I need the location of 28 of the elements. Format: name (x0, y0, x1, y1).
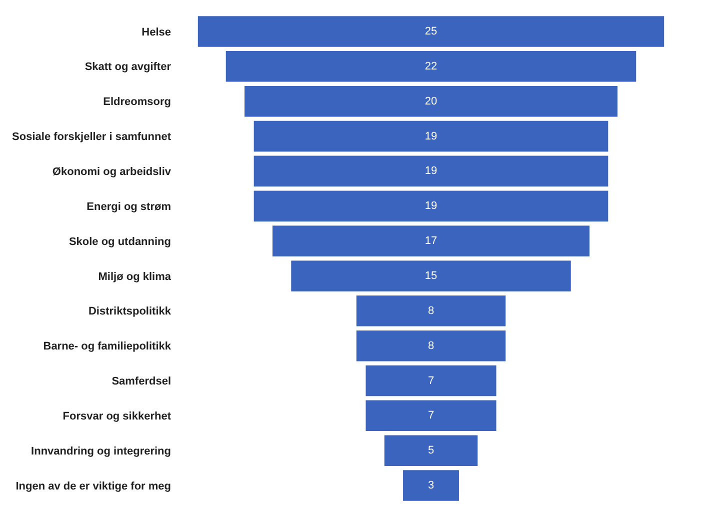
category-label: Ingen av de er viktige for meg (16, 480, 171, 492)
data-label: 8 (428, 304, 434, 317)
category-label: Energi og strøm (86, 200, 172, 213)
data-label: 3 (428, 480, 434, 492)
category-label: Helse (142, 26, 171, 38)
data-label: 25 (424, 25, 438, 38)
category-label: Miljø og klima (98, 270, 172, 283)
data-label: 7 (428, 374, 434, 387)
data-label: 19 (424, 165, 438, 178)
category-label: Økonomi og arbeidsliv (52, 166, 172, 178)
category-label: Skole og utdanning (68, 236, 171, 248)
data-label: 7 (428, 410, 434, 422)
category-label: Sosiale forskjeller i samfunnet (12, 131, 172, 144)
category-label: Samferdsel (112, 376, 171, 388)
category-label: Skatt og avgifter (84, 61, 172, 74)
data-label: 5 (428, 444, 434, 457)
data-label: 19 (424, 130, 438, 142)
data-label: 17 (424, 235, 438, 248)
category-label: Distriktspolitikk (88, 306, 172, 318)
category-label: Forsvar og sikkerhet (62, 410, 172, 423)
data-label: 22 (424, 60, 438, 72)
data-label: 19 (424, 200, 438, 212)
data-label: 8 (428, 340, 434, 352)
data-label: 20 (424, 95, 438, 108)
category-label: Eldreomsorg (103, 96, 171, 108)
category-label: Innvandring og integrering (31, 445, 171, 458)
category-label: Barne- og familiepolitikk (43, 340, 172, 353)
data-label: 15 (424, 270, 438, 282)
